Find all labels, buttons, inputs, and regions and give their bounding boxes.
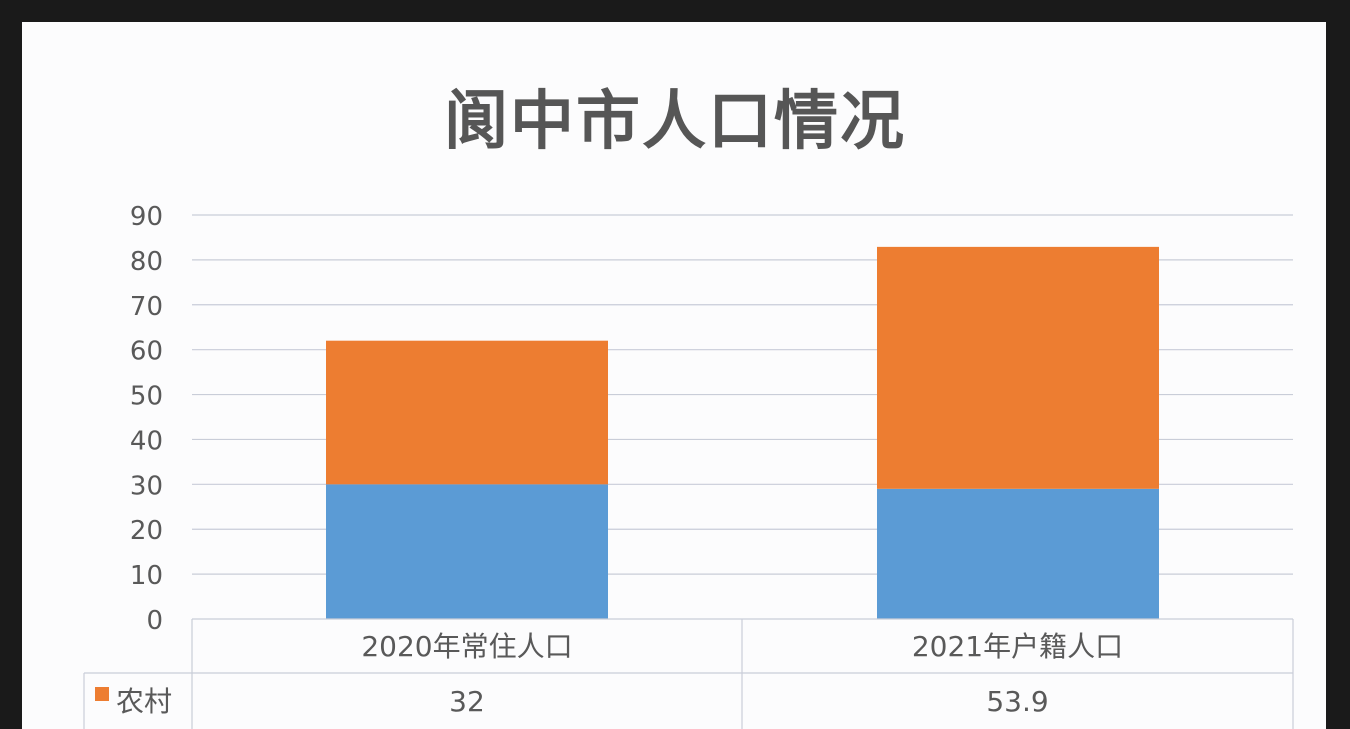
bar-segment-0-0 xyxy=(326,484,608,619)
data-table: 2020年常住人口 32 2021年户籍人口 53.9 农村 xyxy=(83,618,1294,729)
y-tick-label-30: 30 xyxy=(130,471,163,501)
legend-swatch-rural xyxy=(95,687,109,701)
y-axis: 0 10 20 30 40 50 60 70 80 90 xyxy=(130,202,163,636)
y-tick-label-50: 50 xyxy=(130,382,163,412)
y-tick-label-60: 60 xyxy=(130,337,163,367)
y-tick-label-70: 70 xyxy=(130,292,163,322)
bar-segment-1-1 xyxy=(877,246,1159,489)
y-tick-label-20: 20 xyxy=(130,516,163,546)
y-tick-label-40: 40 xyxy=(130,426,163,456)
table-value-1: 53.9 xyxy=(986,685,1048,718)
bars xyxy=(326,246,1159,619)
table-row-label: 农村 xyxy=(116,685,172,718)
table-value-0: 32 xyxy=(449,685,485,718)
y-tick-label-0: 0 xyxy=(146,606,163,636)
y-tick-label-10: 10 xyxy=(130,561,163,591)
y-tick-label-90: 90 xyxy=(130,202,163,232)
bar-segment-1-0 xyxy=(877,488,1159,619)
chart-title: 阆中市人口情况 xyxy=(444,85,906,159)
x-category-label-0: 2020年常住人口 xyxy=(361,630,572,663)
y-tick-label-80: 80 xyxy=(130,247,163,277)
x-category-label-1: 2021年户籍人口 xyxy=(912,630,1123,663)
bar-segment-0-1 xyxy=(326,340,608,485)
